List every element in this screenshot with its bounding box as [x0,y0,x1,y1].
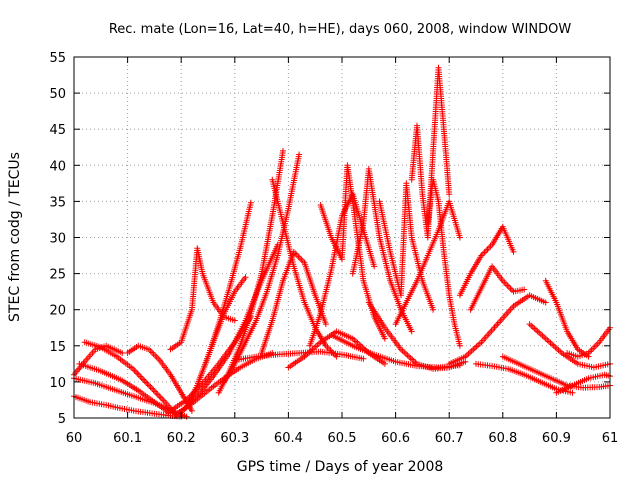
series-markers [285,328,388,371]
series-markers [76,360,174,417]
series-34 [526,321,613,371]
x-axis-ticks: 60 60.1 60.2 60.3 60.4 60.5 60.6 60.7 60.8 60.9 61 [66,57,619,446]
x-tick-label: 60.1 [113,431,142,446]
series-markers [392,198,463,328]
series-12 [167,245,238,353]
series-markers [349,165,415,335]
series-markers [167,245,238,353]
series-21 [349,165,415,335]
series-35 [564,324,613,360]
x-tick-label: 60 [66,431,83,446]
y-axis-label: STEC from codg / TECUs [7,152,23,322]
series-markers [365,299,469,372]
series-markers [542,277,592,360]
y-tick-label: 10 [49,376,66,391]
data-points [71,64,613,420]
x-tick-label: 60.4 [274,431,303,446]
y-tick-label: 50 [49,87,66,102]
series-markers [564,324,613,360]
series-33 [542,277,592,360]
x-tick-label: 61 [602,431,619,446]
series-18 [285,328,388,371]
series-29 [456,223,517,299]
y-tick-label: 5 [58,412,66,427]
series-markers [71,342,126,378]
series-26 [424,176,463,349]
y-tick-label: 30 [49,232,66,247]
series-markers [306,191,378,349]
series-markers [467,263,528,313]
y-tick-label: 15 [49,340,66,355]
y-tick-label: 35 [49,195,66,210]
series-markers [553,371,613,396]
series-markers [456,223,517,299]
x-tick-label: 60.6 [381,431,410,446]
series-markers [424,176,463,349]
x-tick-label: 60.3 [220,431,249,446]
series-markers [258,248,329,356]
series-23 [365,299,469,372]
series-5 [71,342,126,378]
series-markers [446,292,549,367]
x-tick-label: 60.5 [328,431,357,446]
x-tick-label: 60.8 [488,431,517,446]
x-tick-label: 60.7 [435,431,464,446]
series-16 [258,248,329,356]
series-27 [392,198,463,328]
series-30 [467,263,528,313]
series-28 [446,292,549,367]
series-36 [553,371,613,396]
chart-title: Rec. mate (Lon=16, Lat=40, h=HE), days 0… [109,22,572,37]
y-tick-label: 40 [49,159,66,174]
x-tick-label: 60.9 [542,431,571,446]
y-tick-label: 20 [49,304,66,319]
y-tick-label: 45 [49,123,66,138]
x-tick-label: 60.2 [167,431,196,446]
series-4 [81,339,179,418]
y-tick-label: 55 [49,51,66,66]
series-markers [81,339,179,418]
series-markers [526,321,613,371]
series-20 [306,191,378,349]
x-axis-label: GPS time / Days of year 2008 [237,459,444,475]
y-tick-label: 25 [49,268,66,283]
y-axis-ticks: 5 10 15 20 25 30 35 40 45 50 55 [49,51,610,427]
series-3 [76,360,174,417]
